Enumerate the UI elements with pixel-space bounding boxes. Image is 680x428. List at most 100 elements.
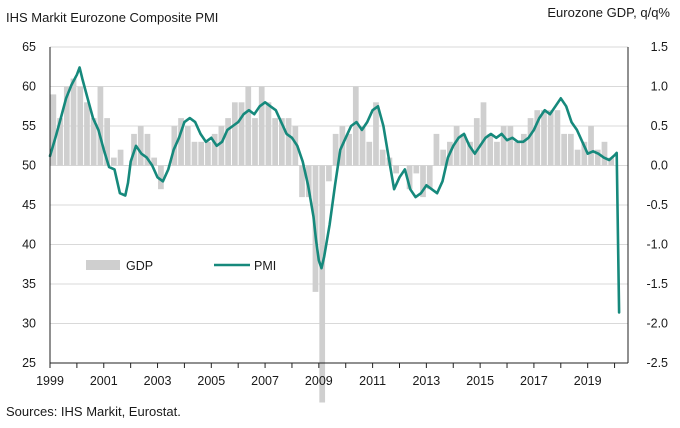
left-tick-label: 30	[22, 317, 36, 331]
pmi-line	[48, 66, 621, 314]
gdp-bar	[137, 126, 144, 166]
gdp-bar	[265, 102, 272, 166]
left-tick-label: 45	[22, 198, 36, 212]
gdp-bar	[346, 133, 352, 166]
gdp-bar	[608, 157, 615, 166]
gdp-bar	[97, 86, 104, 166]
gdp-bar	[77, 86, 84, 166]
gdp-bar	[534, 110, 541, 166]
x-tick-label: 2001	[90, 374, 118, 388]
x-tick-label: 2009	[305, 374, 333, 388]
gdp-bar	[547, 110, 554, 166]
gdp-bar	[420, 165, 426, 198]
gdp-bar	[218, 126, 225, 166]
source-note: Sources: IHS Markit, Eurostat.	[6, 404, 181, 419]
gdp-bar	[57, 118, 63, 166]
legend: GDP PMI	[86, 259, 276, 273]
gdp-bar	[554, 110, 561, 166]
gdp-bar	[110, 157, 117, 166]
x-axis: 1999 2001 2003 2005 2007 2009 2011 2013 2015 2017…	[36, 362, 628, 388]
x-tick-label: 2005	[197, 374, 225, 388]
right-axis: -2.5 -2.0 -1.5 -1.0 -0.5 0.0 0.5 1.0 1.5	[627, 40, 668, 370]
x-tick-label: 2011	[359, 374, 386, 388]
right-tick-label: 0.0	[651, 159, 668, 173]
gdp-bar	[191, 141, 198, 166]
right-tick-label: -1.0	[646, 238, 668, 252]
gdp-bars	[50, 78, 615, 403]
gdp-bar	[467, 141, 473, 166]
left-axis-title: IHS Markit Eurozone Composite PMI	[6, 10, 218, 25]
left-tick-label: 55	[22, 119, 36, 133]
legend-gdp-swatch	[86, 260, 120, 270]
gdp-bar	[305, 165, 312, 198]
gdp-bar	[426, 165, 433, 190]
left-tick-label: 35	[22, 277, 36, 291]
gdp-bar	[292, 126, 299, 166]
x-tick-label: 2007	[251, 374, 279, 388]
left-tick-label: 40	[22, 238, 36, 252]
gdp-bar	[588, 126, 594, 166]
legend-pmi-label: PMI	[254, 259, 276, 273]
x-tick-label: 2015	[466, 374, 494, 388]
gdp-bar	[541, 110, 547, 166]
gdp-bar	[238, 102, 245, 166]
gdp-bar	[117, 149, 124, 166]
gdp-bar	[164, 165, 171, 166]
gdp-bar	[272, 118, 279, 166]
gdp-bar	[601, 141, 608, 166]
gdp-bar	[574, 149, 581, 166]
gdp-bar	[144, 133, 151, 166]
gdp-bar	[245, 86, 252, 166]
right-tick-label: 0.5	[651, 119, 668, 133]
gdp-bar	[594, 149, 601, 166]
x-tick-label: 2003	[144, 374, 172, 388]
gdp-bar	[359, 126, 366, 166]
gdp-bar	[507, 126, 514, 166]
x-tick-label: 2017	[520, 374, 548, 388]
gdp-bar	[104, 118, 110, 166]
gdp-bar	[366, 141, 373, 166]
left-tick-label: 25	[22, 356, 36, 370]
right-tick-label: -1.5	[646, 277, 668, 291]
gdp-bar	[151, 157, 158, 166]
gdp-bar	[561, 133, 568, 166]
gdp-bar	[527, 118, 534, 166]
legend-gdp-label: GDP	[126, 259, 153, 273]
gdp-bar	[473, 118, 480, 166]
gdp-bar	[393, 165, 399, 174]
gdp-bar	[63, 86, 70, 166]
gdp-bar	[326, 165, 332, 182]
gdp-bar	[231, 102, 238, 166]
gdp-bar	[494, 141, 500, 166]
gdp-bar	[124, 165, 131, 166]
gdp-bar	[352, 86, 359, 166]
gdp-bar	[581, 141, 588, 166]
gdp-bar	[184, 126, 191, 166]
gdp-bar	[568, 133, 574, 166]
gdp-bar	[158, 165, 164, 190]
gdp-bar	[480, 102, 487, 166]
gdp-bar	[279, 118, 285, 166]
right-axis-title: Eurozone GDP, q/q%	[547, 5, 670, 20]
left-tick-label: 60	[22, 80, 36, 94]
gdp-bar	[440, 149, 447, 166]
gdp-bar	[379, 149, 386, 166]
gdp-bar	[178, 118, 184, 166]
gridlines	[50, 46, 628, 364]
x-tick-label: 1999	[36, 374, 64, 388]
gdp-bar	[406, 165, 413, 190]
gdp-bar	[258, 86, 265, 166]
gdp-bar	[332, 133, 339, 166]
gdp-bar	[433, 133, 440, 166]
gdp-bar	[205, 141, 211, 166]
gdp-bar	[198, 141, 205, 166]
gdp-bar	[285, 118, 292, 166]
right-tick-label: 1.0	[651, 80, 668, 94]
right-tick-label: 1.5	[651, 40, 668, 54]
gdp-bar	[373, 102, 379, 166]
gdp-bar	[487, 133, 494, 166]
left-axis: 25 30 35 40 45 50 55 60 65	[22, 40, 51, 370]
gdp-bar	[84, 102, 90, 166]
gdp-bar	[319, 165, 326, 403]
left-tick-label: 50	[22, 159, 36, 173]
